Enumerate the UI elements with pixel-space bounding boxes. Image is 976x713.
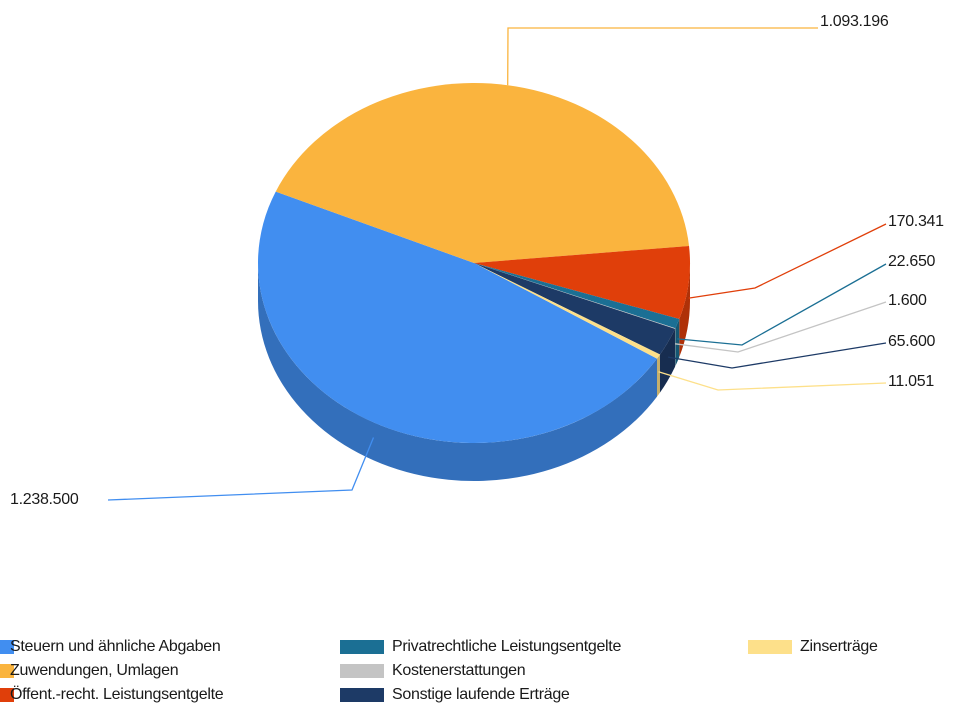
legend-swatch (0, 688, 14, 702)
legend-label: Zuwendungen, Umlagen (10, 662, 178, 679)
data-label: 1.093.196 (820, 13, 889, 30)
slice (258, 191, 658, 443)
data-label: 1.600 (888, 292, 927, 309)
data-label: 1.238.500 (10, 491, 79, 508)
slice (474, 263, 680, 329)
legend-swatch (748, 640, 792, 654)
legend-label: Steuern und ähnliche Abgaben (10, 638, 220, 655)
legend-label: Zinserträge (800, 638, 878, 655)
legend-label: Kostenerstattungen (392, 662, 525, 679)
legend-label: Sonstige laufende Erträge (392, 686, 570, 703)
slice (474, 263, 661, 359)
slice (474, 263, 675, 355)
leader-line (658, 371, 887, 391)
data-label: 170.341 (888, 213, 944, 230)
slice-side (657, 354, 661, 397)
legend-label: Privatrechtliche Leistungsentgelte (392, 638, 621, 655)
leader-line (688, 223, 887, 299)
slice-side (258, 263, 658, 481)
data-label: 11.051 (888, 373, 934, 390)
leader-line (107, 437, 375, 501)
slice-side (675, 319, 680, 367)
slice-side (679, 263, 690, 358)
leader-line (675, 301, 887, 353)
slice (474, 263, 676, 329)
slice-side (660, 328, 675, 393)
legend-swatch (340, 664, 384, 678)
leader-line (667, 342, 887, 369)
legend-swatch (0, 640, 14, 654)
slice (275, 82, 690, 263)
leader-line (677, 263, 887, 346)
slice (474, 245, 690, 320)
legend-swatch (340, 688, 384, 702)
legend-swatch (0, 664, 14, 678)
legend-label: Öffent.-recht. Leistungsentgelte (10, 685, 224, 703)
data-label: 65.600 (888, 333, 936, 350)
data-label: 22.650 (888, 253, 936, 270)
legend-swatch (340, 640, 384, 654)
leader-line (507, 27, 818, 86)
